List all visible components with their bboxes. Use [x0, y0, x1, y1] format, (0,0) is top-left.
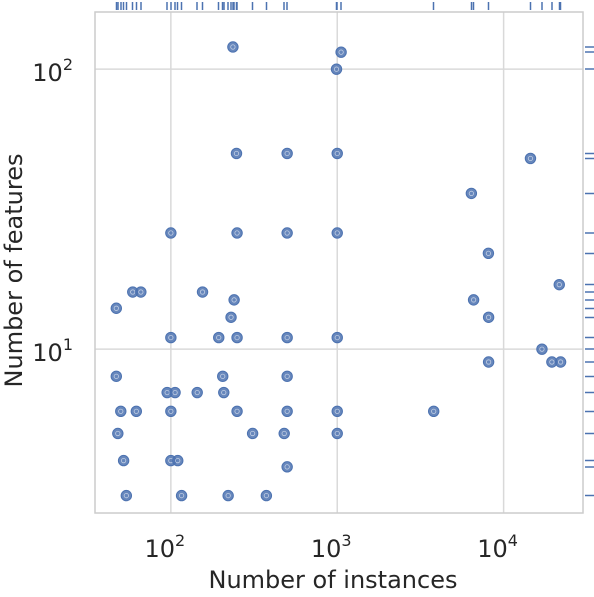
- data-point: [554, 279, 564, 289]
- x-tick-label: 102: [144, 531, 185, 563]
- data-point: [525, 153, 535, 163]
- data-point: [166, 332, 176, 342]
- data-point: [332, 228, 342, 238]
- y-tick-label: 101: [32, 335, 73, 367]
- data-point: [229, 295, 239, 305]
- data-point: [111, 303, 121, 313]
- data-point: [555, 357, 565, 367]
- data-point: [466, 188, 476, 198]
- x-tick-label: 103: [311, 531, 352, 563]
- rug-marks: [117, 2, 594, 496]
- data-point: [176, 490, 186, 500]
- data-point: [131, 406, 141, 416]
- data-point: [261, 490, 271, 500]
- data-point: [429, 406, 439, 416]
- x-axis-label: Number of instances: [209, 566, 458, 592]
- data-point: [231, 148, 241, 158]
- data-point: [282, 148, 292, 158]
- data-point: [226, 312, 236, 322]
- data-point: [232, 332, 242, 342]
- data-point: [483, 312, 493, 322]
- data-point: [118, 455, 128, 465]
- data-point: [219, 387, 229, 397]
- data-point: [537, 344, 547, 354]
- data-point: [468, 295, 478, 305]
- data-point: [282, 228, 292, 238]
- y-tick-label: 102: [32, 55, 73, 87]
- data-point: [282, 406, 292, 416]
- data-point: [332, 406, 342, 416]
- data-point: [223, 490, 233, 500]
- data-point: [282, 462, 292, 472]
- data-point: [332, 332, 342, 342]
- data-point: [197, 287, 207, 297]
- data-point: [121, 490, 131, 500]
- data-point: [173, 455, 183, 465]
- data-point: [232, 228, 242, 238]
- data-point: [170, 387, 180, 397]
- data-point: [282, 332, 292, 342]
- data-point: [166, 228, 176, 238]
- data-point: [483, 357, 493, 367]
- data-point: [232, 406, 242, 416]
- x-tick-label: 104: [477, 531, 518, 563]
- data-point: [332, 148, 342, 158]
- data-point: [483, 248, 493, 258]
- data-point: [247, 428, 257, 438]
- data-point: [331, 64, 341, 74]
- data-point: [332, 428, 342, 438]
- tick-labels: 102 103 104 101 102: [32, 55, 518, 563]
- data-point: [282, 371, 292, 381]
- data-points: [111, 42, 566, 501]
- y-axis-label: Number of features: [0, 154, 28, 388]
- data-point: [166, 406, 176, 416]
- data-point: [279, 428, 289, 438]
- data-point: [111, 371, 121, 381]
- data-point: [116, 406, 126, 416]
- data-point: [192, 387, 202, 397]
- data-point: [113, 428, 123, 438]
- data-point: [214, 332, 224, 342]
- data-point: [218, 371, 228, 381]
- data-point: [136, 287, 146, 297]
- data-point: [336, 47, 346, 57]
- data-point: [228, 42, 238, 52]
